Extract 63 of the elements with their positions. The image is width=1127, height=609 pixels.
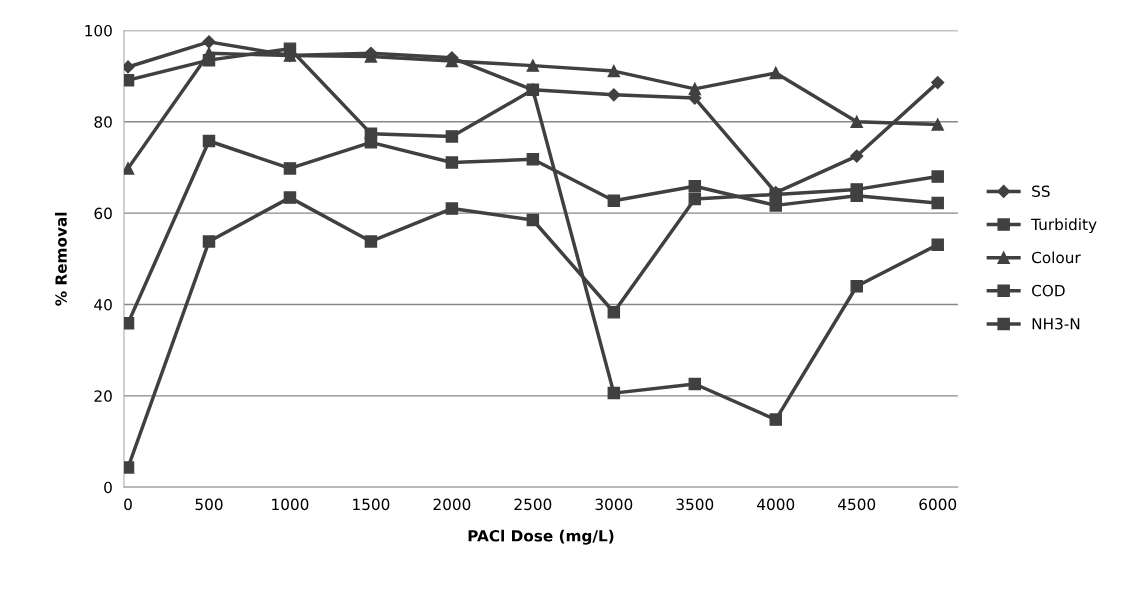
point: [607, 386, 621, 400]
legend-label: NH3-N: [1032, 317, 1080, 330]
point: [850, 189, 863, 203]
x-tick-label: 4000: [757, 498, 795, 511]
legend-label: Colour: [1032, 251, 1081, 264]
point: [688, 192, 702, 206]
point: [283, 191, 297, 204]
point: [123, 316, 135, 330]
point: [123, 162, 135, 175]
point: [202, 53, 216, 67]
x-tick-label: 0: [124, 498, 132, 511]
point: [931, 75, 945, 90]
x-tick-label: 4500: [838, 498, 876, 511]
point: [445, 202, 459, 215]
y-tick-label: 20: [94, 390, 112, 402]
x-tick-label: 2500: [514, 498, 552, 511]
point: [607, 306, 621, 319]
x-tick-label: 2000: [433, 498, 471, 511]
point: [850, 279, 863, 293]
point: [769, 413, 783, 426]
point: [526, 153, 540, 166]
y-tick-label: 0: [104, 481, 112, 494]
point: [123, 60, 135, 74]
point: [123, 461, 135, 474]
point: [850, 115, 863, 129]
point: [850, 149, 864, 163]
point: [445, 130, 459, 143]
point: [607, 64, 621, 78]
point: [526, 59, 540, 72]
x-tick-label: 1500: [353, 498, 390, 511]
legend-label: Turbidity: [1031, 218, 1097, 234]
x-tick-label: 500: [195, 498, 223, 511]
x-tick-label: 6000: [919, 498, 957, 511]
point: [688, 179, 702, 193]
point: [283, 162, 297, 175]
legend-label: COD: [1032, 284, 1065, 297]
legend-label: SS: [1032, 185, 1050, 198]
point: [123, 73, 135, 87]
point: [688, 377, 702, 391]
y-axis-title: % Removal: [55, 212, 67, 306]
point: [364, 235, 378, 248]
point: [769, 66, 783, 80]
point: [202, 35, 216, 49]
x-axis-title: PACl Dose (mg/L): [468, 529, 614, 545]
point: [931, 118, 944, 131]
y-tick-label: 40: [94, 298, 112, 311]
point: [931, 196, 944, 210]
y-tick-label: 80: [94, 116, 112, 128]
y-tick-label: 100: [85, 24, 112, 37]
point: [931, 170, 944, 183]
point: [202, 134, 216, 148]
point: [931, 238, 944, 251]
point: [769, 199, 783, 212]
y-tick-label: 60: [94, 207, 112, 220]
point: [364, 127, 378, 140]
point: [607, 88, 621, 102]
point: [526, 213, 540, 227]
point: [607, 194, 621, 208]
point: [202, 235, 216, 248]
point: [445, 156, 459, 169]
x-tick-label: 3500: [676, 498, 714, 511]
x-tick-label: 1000: [272, 498, 309, 511]
x-tick-label: 3000: [595, 498, 633, 511]
